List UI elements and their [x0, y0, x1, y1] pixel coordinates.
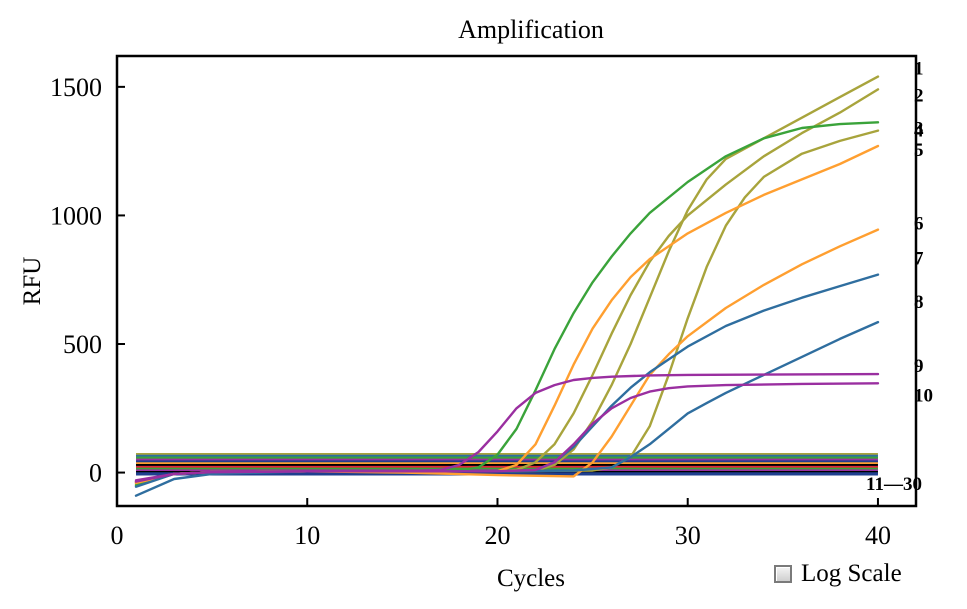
- baseline-group-label: 11—30: [866, 474, 922, 495]
- curve-label-3: 3: [914, 118, 924, 139]
- curve-label-7: 7: [914, 249, 924, 270]
- curve-label-8: 8: [914, 292, 924, 313]
- amplification-curves: [134, 75, 880, 497]
- log-scale-label: Log Scale: [801, 560, 902, 587]
- curve-label-5: 5: [914, 140, 924, 161]
- curve-label-9: 9: [914, 356, 924, 377]
- x-tick-label-10: 10: [294, 521, 320, 550]
- x-tick-label-0: 0: [111, 521, 124, 550]
- curve-10: [134, 382, 880, 482]
- plot-frame: [115, 54, 918, 508]
- x-tick-label-30: 30: [675, 521, 701, 550]
- y-tick-label-500: 500: [63, 330, 102, 359]
- x-axis-title: Cycles: [497, 565, 565, 592]
- curve-3: [134, 121, 880, 487]
- curve-5: [134, 144, 880, 485]
- x-tick-label-20: 20: [484, 521, 510, 550]
- curve-2: [134, 88, 880, 485]
- y-tick-label-1000: 1000: [50, 201, 102, 230]
- y-axis-title: RFU: [19, 257, 46, 306]
- curve-4: [134, 129, 880, 483]
- curve-label-4: 4: [914, 121, 924, 142]
- curve-6: [134, 228, 880, 484]
- curve-labels: 1 2 345 6 7 8 9 10: [914, 59, 933, 407]
- curve-label-6: 6: [914, 214, 924, 235]
- y-tick-label-0: 0: [89, 459, 102, 488]
- log-scale-checkbox[interactable]: [774, 565, 792, 583]
- y-axis-ticks: 0 500 1000 1500: [50, 73, 125, 488]
- x-axis-ticks: 0 10 20 30 40: [111, 498, 891, 550]
- curve-label-1: 1: [914, 59, 924, 80]
- curve-label-2: 2: [914, 85, 924, 106]
- x-tick-label-40: 40: [865, 521, 891, 550]
- curve-label-10: 10: [914, 385, 933, 406]
- log-scale-toggle[interactable]: Log Scale: [774, 560, 902, 588]
- chart-title: Amplification: [458, 15, 604, 44]
- y-tick-label-1500: 1500: [50, 73, 102, 102]
